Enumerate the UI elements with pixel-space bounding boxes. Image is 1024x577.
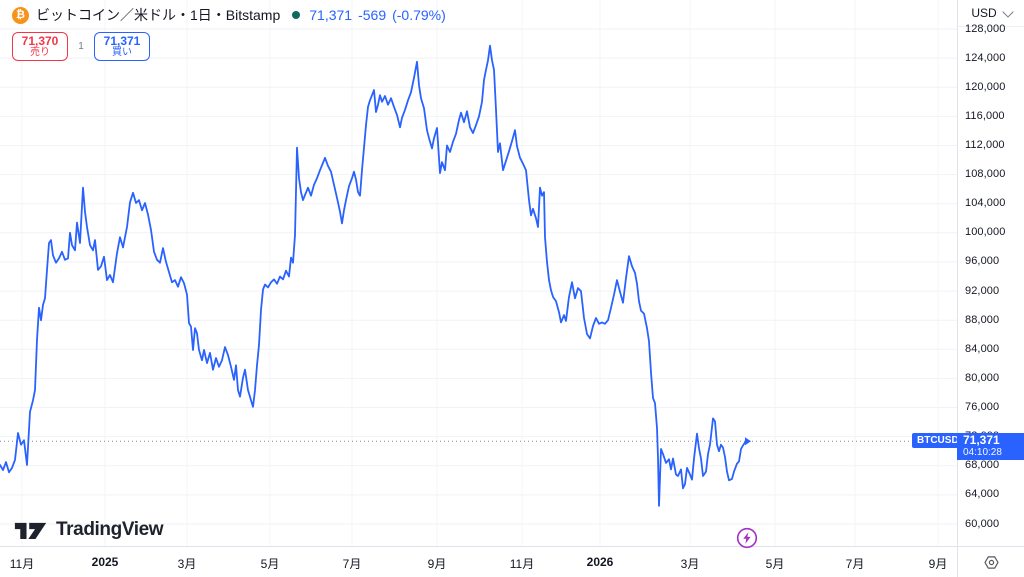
lightning-event-icon[interactable]: [736, 527, 758, 549]
time-tick-label: 3月: [680, 557, 700, 571]
time-tick-label: 7月: [342, 557, 362, 571]
price-tick-label: 96,000: [965, 255, 1000, 268]
time-axis[interactable]: 11月 2025 3月 5月 7月 9月 11月 2026 3月 5月 7月 9月: [0, 546, 1024, 577]
price-tick-label: 88,000: [965, 313, 1000, 326]
price-tick-label: 104,000: [965, 197, 1006, 210]
bar-countdown: 04:10:28: [963, 447, 1002, 459]
price-tick-label: 64,000: [965, 488, 1000, 501]
price-tick-label: 92,000: [965, 284, 1000, 297]
axis-settings-corner[interactable]: [957, 547, 1024, 577]
time-tick-label: 3月: [177, 557, 197, 571]
price-chart-svg: [0, 0, 957, 546]
symbol-title-row: ₿ ビットコイン／米ドル・1日・Bitstamp 71,371 -569 (-0…: [12, 5, 446, 25]
buy-label: 買い: [112, 46, 132, 58]
price-change: -569: [358, 7, 387, 23]
price-tick-label: 80,000: [965, 371, 1000, 384]
time-tick-label: 11月: [9, 557, 35, 571]
spread-value: 1: [78, 41, 84, 52]
time-tick-label: 11月: [509, 557, 535, 571]
buy-button[interactable]: 71,371 買い: [94, 32, 150, 61]
price-tick-label: 84,000: [965, 342, 1000, 355]
time-tick-label: 2026: [586, 555, 614, 569]
price-tick-label: 108,000: [965, 168, 1006, 181]
chart-plot-area[interactable]: [0, 0, 957, 546]
trade-buttons-row: 71,370 売り 1 71,371 買い: [12, 32, 446, 61]
chart-legend: ₿ ビットコイン／米ドル・1日・Bitstamp 71,371 -569 (-0…: [12, 5, 446, 61]
price-tick-label: 68,000: [965, 459, 1000, 472]
time-tick-label: 9月: [427, 557, 447, 571]
sell-label: 売り: [30, 46, 50, 58]
sell-price: 71,370: [21, 33, 59, 48]
buy-price: 71,371: [103, 33, 141, 48]
symbol-title[interactable]: ビットコイン／米ドル・1日・Bitstamp: [36, 7, 281, 23]
sell-button[interactable]: 71,370 売り: [12, 32, 68, 61]
price-tick-label: 120,000: [965, 80, 1006, 93]
price-tick-label: 116,000: [965, 109, 1005, 122]
price-tick-label: 128,000: [965, 22, 1006, 35]
bitcoin-icon: ₿: [12, 6, 29, 24]
market-status-dot: [292, 11, 301, 19]
price-line-symbol-tag: BTCUSD: [912, 433, 964, 449]
chevron-down-icon: [1002, 5, 1014, 18]
time-tick-label: 5月: [765, 557, 785, 571]
time-tick-label: 5月: [260, 557, 280, 571]
tradingview-logo-icon: [14, 522, 47, 539]
price-tick-label: 112,000: [965, 138, 1005, 151]
price-tick-label: 124,000: [965, 51, 1006, 64]
current-price-value: 71,371: [963, 433, 1000, 448]
time-tick-label: 7月: [845, 557, 865, 571]
price-change-group: 71,371 -569 (-0.79%): [309, 7, 446, 23]
last-price: 71,371: [309, 7, 353, 23]
price-tick-label: 100,000: [965, 226, 1006, 239]
bitcoin-glyph: ₿: [16, 9, 25, 21]
price-tick-label: 60,000: [965, 517, 1000, 530]
tradingview-logo-text: TradingView: [56, 519, 164, 540]
tradingview-logo[interactable]: TradingView: [14, 518, 164, 542]
current-price-badge: 71,371 04:10:28: [957, 433, 1024, 461]
currency-label: USD: [971, 6, 997, 20]
time-tick-label: 2025: [91, 555, 119, 569]
time-tick-label: 9月: [928, 557, 948, 571]
axis-settings-icon: [984, 556, 999, 569]
price-change-percent: (-0.79%): [392, 7, 446, 23]
currency-selector[interactable]: USD: [958, 0, 1024, 27]
price-tick-label: 76,000: [965, 401, 1000, 414]
price-axis[interactable]: USD 128,000 124,000 120,000 116,000 112,000 1…: [957, 0, 1024, 546]
